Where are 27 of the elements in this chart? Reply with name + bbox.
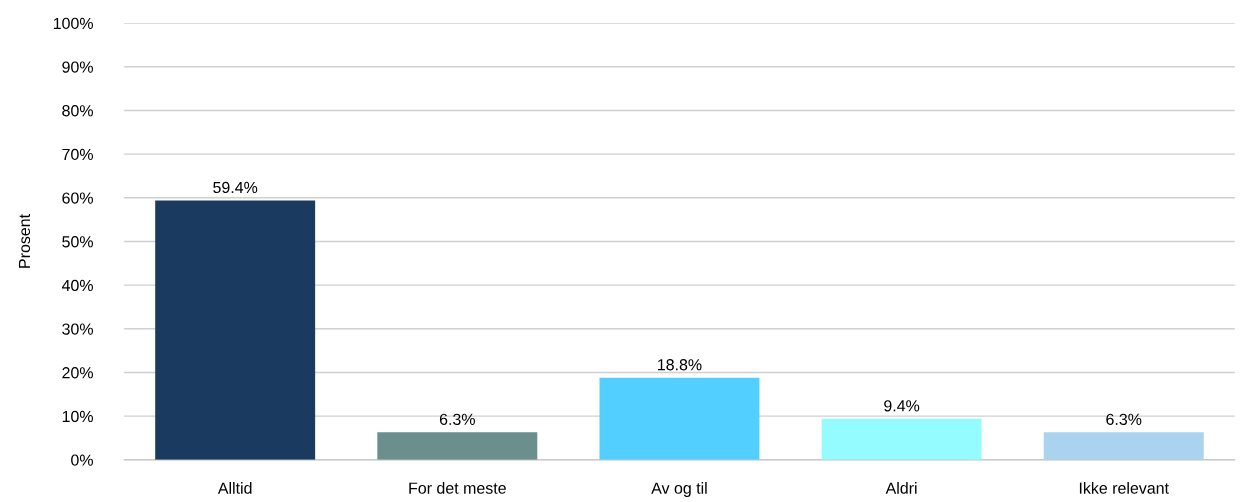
y-tick-label: 30% — [62, 323, 93, 335]
data-label: 9.4% — [884, 400, 920, 412]
y-axis-title: Prosent — [18, 214, 31, 268]
y-tick-label: 60% — [62, 192, 93, 204]
data-label: 6.3% — [1106, 413, 1142, 425]
x-tick-label: Aldri — [885, 482, 917, 494]
y-tick-label: 10% — [62, 410, 93, 423]
bar — [377, 432, 538, 460]
data-label: 18.8% — [658, 359, 702, 371]
y-tick-label: 100% — [53, 17, 93, 30]
data-label: 59.4% — [213, 181, 258, 194]
y-tick-label: 0% — [71, 454, 93, 466]
bar — [1043, 432, 1204, 460]
y-tick-label: 40% — [61, 279, 93, 292]
x-tick-label: For det meste — [409, 482, 506, 494]
bar — [155, 200, 316, 460]
data-label: 6.3% — [439, 413, 475, 425]
y-tick-label: 80% — [62, 105, 93, 117]
bar — [599, 377, 760, 460]
y-tick-label: 20% — [62, 367, 93, 379]
y-tick-label: 50% — [62, 236, 93, 248]
x-tick-label: Ikke relevant — [1079, 482, 1169, 494]
x-tick-label: Av og til — [651, 482, 707, 497]
bar — [821, 418, 982, 460]
x-tick-label: Alltid — [217, 482, 252, 494]
y-tick-label: 70% — [62, 148, 93, 161]
y-tick-label: 90% — [62, 61, 93, 73]
